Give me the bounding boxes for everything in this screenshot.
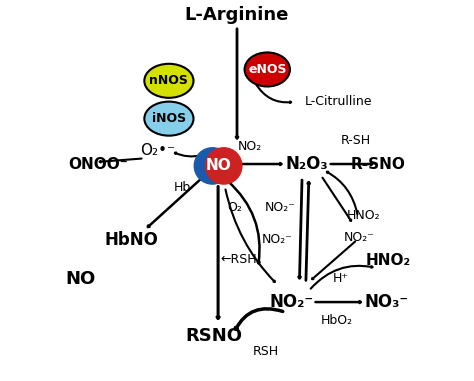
- Text: eNOS: eNOS: [248, 63, 286, 76]
- Text: Hb: Hb: [173, 181, 191, 194]
- Text: L-Arginine: L-Arginine: [185, 6, 289, 24]
- Text: HNO₂: HNO₂: [347, 208, 381, 222]
- Text: NO₂⁻: NO₂⁻: [261, 233, 292, 246]
- Text: N₂O₃: N₂O₃: [286, 155, 328, 173]
- Text: NO₂⁻: NO₂⁻: [265, 201, 296, 214]
- Circle shape: [206, 148, 242, 184]
- Text: NO₃⁻: NO₃⁻: [365, 293, 409, 311]
- Text: RSNO: RSNO: [186, 327, 243, 345]
- Text: R-SH: R-SH: [341, 134, 371, 147]
- Text: R-SNO: R-SNO: [350, 157, 405, 171]
- Text: NO₂⁻: NO₂⁻: [343, 231, 374, 244]
- Text: O₂•⁻: O₂•⁻: [140, 143, 175, 158]
- Text: HbNO: HbNO: [104, 231, 158, 249]
- Ellipse shape: [145, 102, 193, 136]
- Text: NO₂: NO₂: [238, 140, 263, 153]
- Text: HNO₂: HNO₂: [366, 253, 411, 268]
- Text: NO: NO: [65, 271, 95, 288]
- Ellipse shape: [245, 53, 290, 86]
- Text: NO: NO: [205, 158, 231, 173]
- Circle shape: [194, 148, 230, 184]
- Text: L-Citrulline: L-Citrulline: [305, 95, 373, 108]
- Text: iNOS: iNOS: [152, 112, 186, 125]
- Text: NO₂⁻: NO₂⁻: [270, 293, 314, 311]
- Text: nNOS: nNOS: [149, 74, 188, 87]
- Ellipse shape: [145, 64, 193, 98]
- Text: H⁺: H⁺: [333, 272, 349, 285]
- Text: ←RSH: ←RSH: [220, 253, 256, 266]
- Text: HbO₂: HbO₂: [321, 314, 353, 328]
- Text: O₂: O₂: [228, 201, 243, 214]
- Text: ONOO⁻: ONOO⁻: [69, 157, 128, 171]
- Text: RSH: RSH: [252, 345, 278, 358]
